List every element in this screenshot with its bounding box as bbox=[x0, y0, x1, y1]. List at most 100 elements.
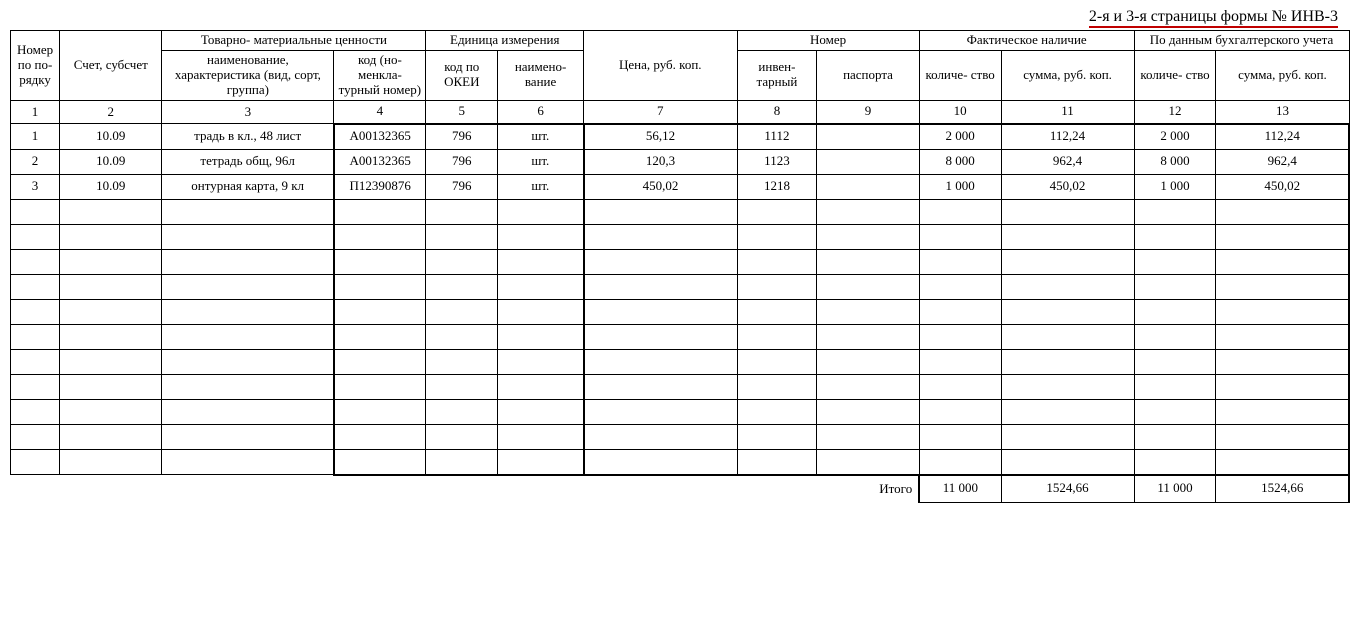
cell-fsum bbox=[1001, 274, 1134, 299]
cell-okei: 796 bbox=[426, 124, 498, 150]
cell-code bbox=[334, 249, 426, 274]
inv3-table: Номер по по- рядку Счет, субсчет Товарно… bbox=[10, 30, 1350, 503]
cell-code bbox=[334, 399, 426, 424]
cell-bqty bbox=[1134, 199, 1216, 224]
cell-n bbox=[11, 249, 60, 274]
cell-code bbox=[334, 224, 426, 249]
cell-fqty bbox=[919, 449, 1001, 475]
num-11: 11 bbox=[1001, 100, 1134, 124]
table-row bbox=[11, 249, 1350, 274]
cell-acct bbox=[60, 349, 162, 374]
cell-unit bbox=[498, 299, 584, 324]
cell-bsum bbox=[1216, 324, 1349, 349]
cell-n bbox=[11, 224, 60, 249]
cell-price: 120,3 bbox=[584, 149, 737, 174]
cell-n bbox=[11, 349, 60, 374]
cell-fsum bbox=[1001, 249, 1134, 274]
cell-acct bbox=[60, 274, 162, 299]
cell-inv: 1218 bbox=[737, 174, 817, 199]
cell-fqty bbox=[919, 399, 1001, 424]
header-row-1: Номер по по- рядку Счет, субсчет Товарно… bbox=[11, 31, 1350, 51]
cell-n bbox=[11, 424, 60, 449]
rows-body: 110.09традь в кл., 48 листА00132365796шт… bbox=[11, 124, 1350, 475]
cell-name: онтурная карта, 9 кл bbox=[162, 174, 334, 199]
cell-pass bbox=[817, 399, 919, 424]
h-col5: код по ОКЕИ bbox=[426, 50, 498, 100]
num-6: 6 bbox=[498, 100, 584, 124]
cell-code bbox=[334, 349, 426, 374]
cell-price bbox=[584, 449, 737, 475]
cell-fsum bbox=[1001, 399, 1134, 424]
cell-pass bbox=[817, 224, 919, 249]
cell-bqty bbox=[1134, 274, 1216, 299]
cell-okei bbox=[426, 199, 498, 224]
cell-pass bbox=[817, 199, 919, 224]
cell-fsum bbox=[1001, 424, 1134, 449]
cell-unit: шт. bbox=[498, 174, 584, 199]
cell-pass bbox=[817, 374, 919, 399]
table-row bbox=[11, 274, 1350, 299]
h-col9: паспорта bbox=[817, 50, 919, 100]
h-col8: инвен- тарный bbox=[737, 50, 817, 100]
num-10: 10 bbox=[919, 100, 1001, 124]
h-col10: количе- ство bbox=[919, 50, 1001, 100]
cell-fsum bbox=[1001, 299, 1134, 324]
table-row bbox=[11, 199, 1350, 224]
cell-pass bbox=[817, 424, 919, 449]
table-row bbox=[11, 349, 1350, 374]
cell-n bbox=[11, 299, 60, 324]
cell-n bbox=[11, 399, 60, 424]
cell-bqty bbox=[1134, 299, 1216, 324]
cell-inv bbox=[737, 399, 817, 424]
cell-name: тетрадь общ, 96л bbox=[162, 149, 334, 174]
cell-okei: 796 bbox=[426, 174, 498, 199]
cell-name bbox=[162, 224, 334, 249]
cell-name bbox=[162, 199, 334, 224]
cell-bqty bbox=[1134, 399, 1216, 424]
table-row bbox=[11, 424, 1350, 449]
cell-okei bbox=[426, 424, 498, 449]
cell-okei bbox=[426, 349, 498, 374]
h-col11: сумма, руб. коп. bbox=[1001, 50, 1134, 100]
totals-fsum: 1524,66 bbox=[1001, 475, 1134, 503]
cell-price: 56,12 bbox=[584, 124, 737, 150]
num-7: 7 bbox=[584, 100, 737, 124]
cell-fqty bbox=[919, 299, 1001, 324]
cell-pass bbox=[817, 124, 919, 150]
cell-inv bbox=[737, 199, 817, 224]
cell-fqty: 2 000 bbox=[919, 124, 1001, 150]
table-row: 310.09онтурная карта, 9 клП12390876796шт… bbox=[11, 174, 1350, 199]
cell-fqty: 1 000 bbox=[919, 174, 1001, 199]
cell-fsum bbox=[1001, 349, 1134, 374]
cell-fqty bbox=[919, 249, 1001, 274]
cell-bqty bbox=[1134, 349, 1216, 374]
cell-pass bbox=[817, 249, 919, 274]
cell-bqty: 1 000 bbox=[1134, 174, 1216, 199]
h-group10: Фактическое наличие bbox=[919, 31, 1134, 51]
cell-unit bbox=[498, 349, 584, 374]
cell-okei bbox=[426, 399, 498, 424]
cell-bsum: 112,24 bbox=[1216, 124, 1349, 150]
h-col7: Цена, руб. коп. bbox=[584, 31, 737, 101]
cell-pass bbox=[817, 449, 919, 475]
page-note: 2-я и 3-я страницы формы № ИНВ-3 bbox=[10, 8, 1356, 26]
num-13: 13 bbox=[1216, 100, 1349, 124]
cell-fqty: 8 000 bbox=[919, 149, 1001, 174]
cell-fqty bbox=[919, 199, 1001, 224]
cell-inv bbox=[737, 324, 817, 349]
cell-unit bbox=[498, 274, 584, 299]
cell-price bbox=[584, 249, 737, 274]
cell-fsum bbox=[1001, 224, 1134, 249]
cell-acct bbox=[60, 374, 162, 399]
cell-inv bbox=[737, 349, 817, 374]
cell-acct: 10.09 bbox=[60, 149, 162, 174]
cell-pass bbox=[817, 349, 919, 374]
cell-okei bbox=[426, 274, 498, 299]
cell-name bbox=[162, 324, 334, 349]
page-note-text: 2-я и 3-я страницы формы № ИНВ-3 bbox=[1089, 8, 1338, 28]
cell-fqty bbox=[919, 224, 1001, 249]
cell-fqty bbox=[919, 374, 1001, 399]
cell-acct bbox=[60, 424, 162, 449]
cell-name bbox=[162, 449, 334, 475]
cell-fsum bbox=[1001, 324, 1134, 349]
